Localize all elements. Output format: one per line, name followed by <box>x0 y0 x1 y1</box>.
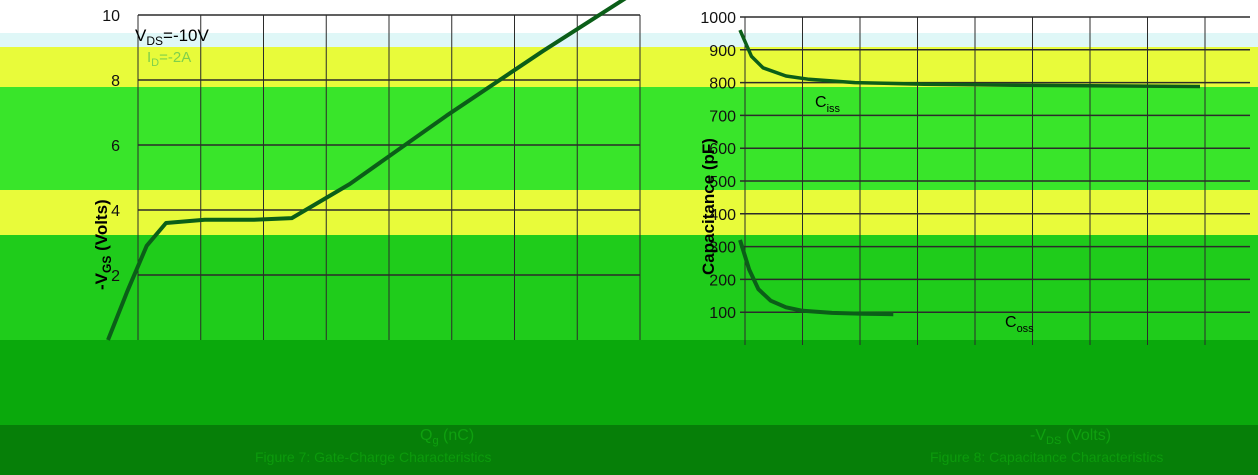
c1-ytick-10: 10 <box>102 8 120 25</box>
coss-label: Coss <box>1005 314 1034 335</box>
capacitance-footer: Figure 8: Capacitance Characteristics <box>930 449 1163 465</box>
c2-ytick-1000: 1000 <box>700 10 736 27</box>
c1-ytick-8: 8 <box>111 73 120 90</box>
capacitance-xlabel: -VDS (Volts) <box>1030 427 1111 447</box>
band-4 <box>0 190 1258 235</box>
c2-ytick-700: 700 <box>709 108 736 125</box>
c1-ytick-6: 6 <box>111 138 120 155</box>
c2-ytick-100: 100 <box>709 305 736 322</box>
c2-ytick-300: 300 <box>709 240 736 257</box>
c2-ytick-500: 500 <box>709 174 736 191</box>
coss-curve <box>738 239 894 317</box>
c1-ytick-2: 2 <box>111 268 120 285</box>
gate-charge-footer: Figure 7: Gate-Charge Characteristics <box>255 449 492 465</box>
band-3 <box>0 87 1258 190</box>
capacitance-grid <box>740 16 1250 345</box>
c2-ytick-900: 900 <box>709 43 736 60</box>
c2-ytick-800: 800 <box>709 76 736 93</box>
c2-ytick-400: 400 <box>709 207 736 224</box>
ciss-curve <box>738 29 1201 89</box>
gate-charge-yticks: 2 4 6 8 10 <box>102 8 120 285</box>
gate-charge-xlabel: Qg (nC) <box>420 427 474 447</box>
capacitance-ylabel: Capacitance (pF) <box>699 138 718 275</box>
band-1 <box>0 33 1258 47</box>
gate-charge-ylabel: -VGS (Volts) <box>92 199 114 290</box>
vds-annotation: VDS=-10V <box>135 26 210 48</box>
band-5 <box>0 235 1258 340</box>
c2-ytick-600: 600 <box>709 141 736 158</box>
capacitance-yticks: 100 200 300 400 500 600 700 800 900 1000 <box>700 10 736 322</box>
c2-ytick-200: 200 <box>709 272 736 289</box>
id-annotation: ID=-2A <box>147 49 191 69</box>
c1-ytick-4: 4 <box>111 203 120 220</box>
band-lower <box>0 340 1258 425</box>
ciss-label: Ciss <box>815 94 841 115</box>
gate-charge-curve <box>106 0 627 341</box>
